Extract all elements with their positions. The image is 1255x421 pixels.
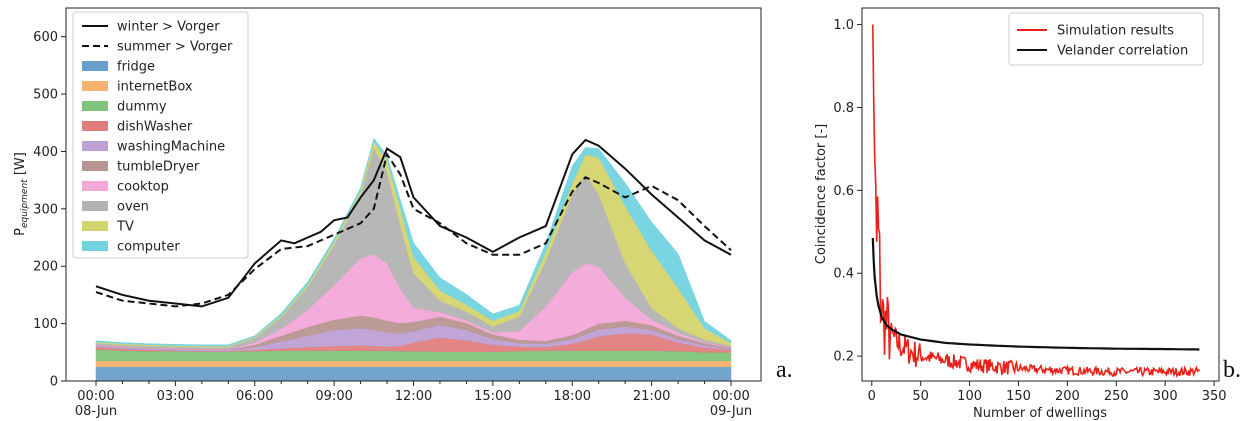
chart-b-legend-items: Simulation results Velander correlation bbox=[1017, 24, 1188, 59]
chart-b-plot-frame bbox=[861, 7, 1220, 382]
legend-label: internetBox bbox=[117, 80, 193, 95]
legend-swatch-fridge bbox=[82, 61, 108, 71]
x-tick-label: 09:00 bbox=[315, 389, 352, 404]
x-tick-label: 250 bbox=[1104, 389, 1129, 404]
legend-label: oven bbox=[117, 200, 149, 215]
x-tick-label: 00:00 bbox=[712, 389, 749, 404]
y-tick-label: 300 bbox=[33, 202, 58, 217]
x-tick-label: 03:00 bbox=[157, 389, 194, 404]
chart-b-lines bbox=[871, 24, 1201, 378]
y-tick-label: 0.2 bbox=[833, 350, 854, 365]
legend-label: cooktop bbox=[117, 180, 169, 195]
legend-swatch-washingMachine bbox=[82, 141, 108, 151]
chart-b-x-ticks: 0 50 100 150 200 250 300 350 bbox=[868, 381, 1227, 404]
x-tick-label: 200 bbox=[1055, 389, 1080, 404]
chart-a-panel-label: a. bbox=[776, 357, 793, 383]
legend-swatch-computer bbox=[82, 241, 108, 251]
legend-swatch-oven bbox=[82, 201, 108, 211]
chart-b-y-ticks: 0.2 0.4 0.6 0.8 1.0 bbox=[833, 18, 862, 365]
x-tick-label: 300 bbox=[1153, 389, 1178, 404]
x-tick-label: 150 bbox=[1006, 389, 1031, 404]
legend-label: winter > Vorger bbox=[117, 20, 220, 35]
legend-swatch-TV bbox=[82, 221, 108, 231]
x-tick-date-label: 08-Jun bbox=[75, 404, 117, 419]
x-tick-label: 12:00 bbox=[395, 389, 432, 404]
area-fridge bbox=[95, 366, 732, 382]
area-internetBox bbox=[95, 360, 732, 367]
x-tick-label: 15:00 bbox=[474, 389, 511, 404]
legend-swatch-internetBox bbox=[82, 81, 108, 91]
y-tick-label: 1.0 bbox=[833, 18, 854, 33]
x-tick-label: 18:00 bbox=[554, 389, 591, 404]
legend-label: dummy bbox=[117, 100, 167, 115]
legend-label: tumbleDryer bbox=[117, 160, 200, 175]
y-tick-label: 500 bbox=[33, 88, 58, 103]
legend-label: Velander correlation bbox=[1057, 44, 1188, 59]
y-tick-label: 0.8 bbox=[833, 101, 854, 116]
chart-a-legend-box bbox=[72, 11, 249, 259]
chart-a-y-axis-label-base: P bbox=[13, 228, 28, 236]
x-tick-label: 0 bbox=[868, 389, 876, 404]
legend-swatch-dummy bbox=[82, 101, 108, 111]
chart-a-legend: winter > Vorger summer > Vorger fridge inte… bbox=[72, 11, 249, 259]
legend-label: dishWasher bbox=[117, 120, 193, 135]
y-tick-label: 200 bbox=[33, 260, 58, 275]
x-tick-label: 21:00 bbox=[633, 389, 670, 404]
chart-a-y-ticks: 0 100 200 300 400 500 600 bbox=[33, 30, 66, 390]
legend-swatch-dishWasher bbox=[82, 121, 108, 131]
chart-b: 0.2 0.4 0.6 0.8 1.0 0 50 100 150 200 250 300 350 Co… bbox=[814, 7, 1241, 421]
chart-a-y-axis-label-unit: [W] bbox=[13, 152, 28, 179]
y-tick-label: 100 bbox=[33, 317, 58, 332]
y-tick-label: 0 bbox=[50, 375, 58, 390]
chart-a-y-axis-label: Pequipment [W] bbox=[13, 152, 30, 236]
area-computer bbox=[95, 137, 732, 347]
x-tick-label: 350 bbox=[1202, 389, 1227, 404]
y-tick-label: 0.4 bbox=[833, 267, 854, 282]
x-tick-label: 100 bbox=[957, 389, 982, 404]
chart-b-y-axis-label: Coincidence factor [-] bbox=[814, 124, 829, 264]
chart-b-legend: Simulation results Velander correlation bbox=[1008, 12, 1204, 66]
line-solid bbox=[95, 138, 732, 308]
legend-swatch-cooktop bbox=[82, 181, 108, 191]
x-tick-label: 06:00 bbox=[236, 389, 273, 404]
legend-label: computer bbox=[117, 240, 180, 255]
x-tick-label: 50 bbox=[912, 389, 929, 404]
y-tick-label: 600 bbox=[33, 30, 58, 45]
chart-a-lines bbox=[95, 138, 732, 308]
line-simulation-results bbox=[872, 24, 1201, 378]
legend-swatch-tumbleDryer bbox=[82, 161, 108, 171]
chart-b-legend-box bbox=[1008, 12, 1204, 66]
y-tick-label: 0.6 bbox=[833, 184, 854, 199]
chart-b-panel-label: b. bbox=[1223, 357, 1241, 383]
x-tick-date-label: 09-Jun bbox=[710, 404, 752, 419]
legend-label: washingMachine bbox=[117, 140, 225, 155]
chart-b-x-axis-label: Number of dwellings bbox=[973, 406, 1107, 421]
legend-label: fridge bbox=[117, 60, 155, 75]
chart-a-y-axis-label-sub: equipment bbox=[20, 179, 30, 228]
legend-label: Simulation results bbox=[1057, 24, 1174, 39]
chart-a-legend-items: winter > Vorger summer > Vorger fridge inte… bbox=[82, 20, 233, 255]
y-tick-label: 400 bbox=[33, 145, 58, 160]
x-tick-label: 00:00 bbox=[77, 389, 114, 404]
legend-label: TV bbox=[116, 220, 134, 235]
line-velander-correlation bbox=[871, 237, 1200, 351]
line-dashed bbox=[95, 151, 732, 308]
legend-label: summer > Vorger bbox=[117, 40, 233, 55]
